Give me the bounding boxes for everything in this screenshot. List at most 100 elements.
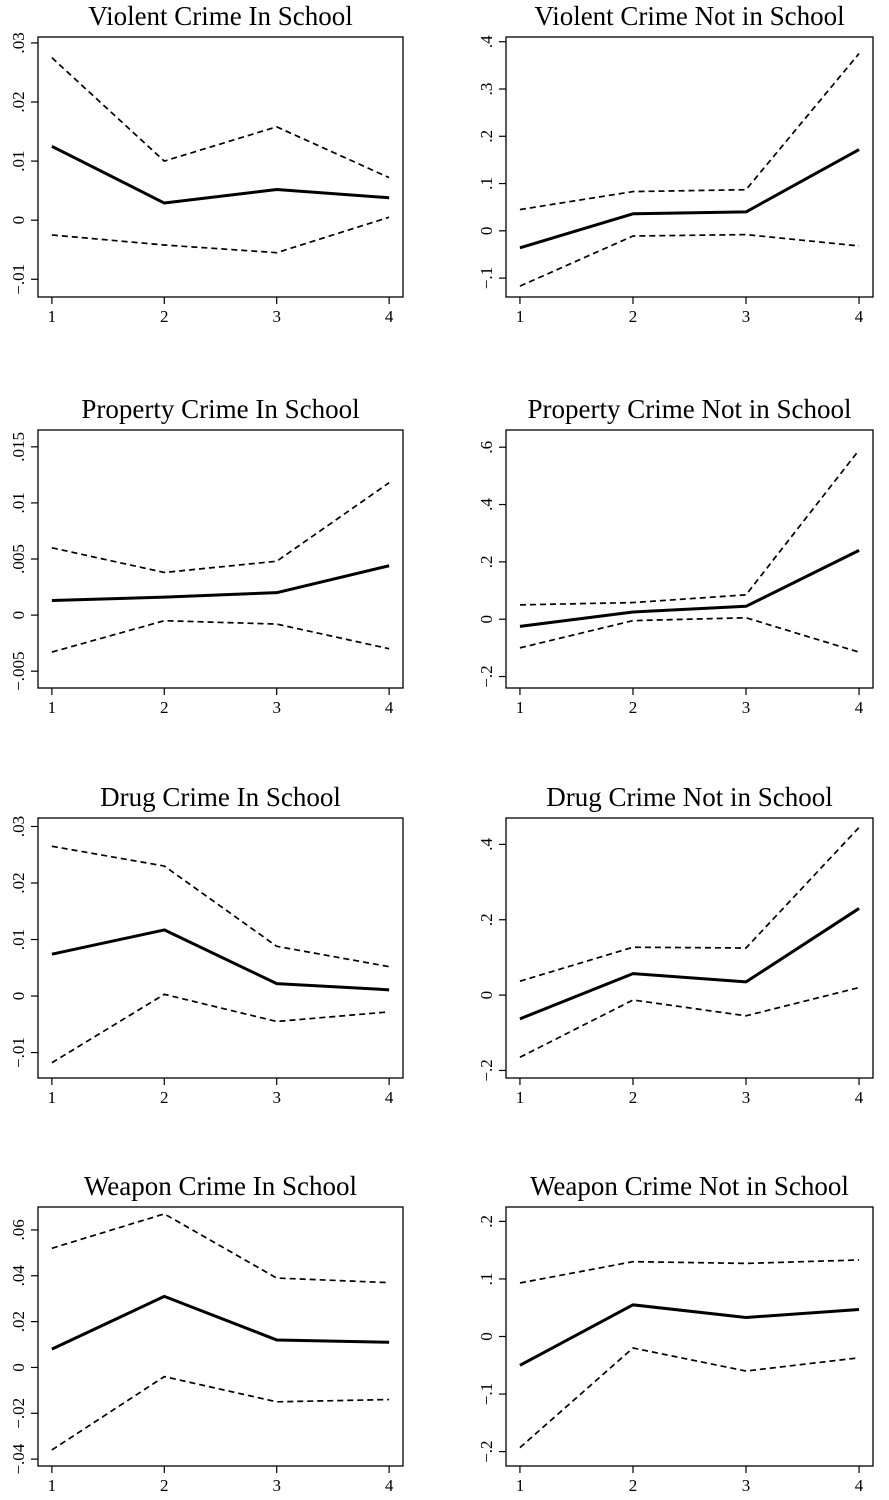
x-tick-label: 4 bbox=[385, 307, 394, 326]
estimate-line bbox=[519, 907, 860, 1021]
y-tick-label: 0 bbox=[9, 1363, 28, 1372]
x-tick-label: 3 bbox=[272, 307, 281, 326]
y-tick-label: −.01 bbox=[9, 264, 28, 295]
x-tick-label: 2 bbox=[629, 1088, 638, 1107]
confidence-bound-line bbox=[519, 1259, 860, 1284]
y-tick-label: −.01 bbox=[9, 1037, 28, 1068]
x-tick-label: 3 bbox=[272, 1476, 281, 1495]
plot-frame bbox=[37, 429, 404, 689]
confidence-bound-line bbox=[51, 993, 390, 1064]
estimate-line bbox=[519, 148, 860, 250]
chart-panel: Weapon Crime In School 1 2 3 4 −.04 −.02 0 .02 .0… bbox=[9, 1171, 404, 1495]
y-tick-label: 0 bbox=[477, 227, 496, 236]
chart-panel: Property Crime In School 1 2 3 4 −.005 0 .005 .0… bbox=[9, 394, 404, 717]
chart-panel: Violent Crime In School 1 2 3 4 −.01 0 .01 .02 .0… bbox=[9, 1, 404, 326]
data-point bbox=[275, 560, 278, 563]
x-tick-label: 4 bbox=[855, 1476, 864, 1495]
x-tick-label: 2 bbox=[160, 1476, 169, 1495]
x-tick-label: 1 bbox=[516, 698, 525, 717]
chart-title: Violent Crime Not in School bbox=[534, 1, 844, 31]
data-point bbox=[858, 986, 861, 989]
plot-frame bbox=[37, 36, 404, 298]
confidence-bound-line bbox=[519, 826, 860, 982]
x-tick-label: 4 bbox=[855, 1088, 864, 1107]
y-tick-label: 0 bbox=[9, 992, 28, 1001]
y-tick-label: .4 bbox=[477, 838, 496, 851]
confidence-bound-line bbox=[51, 216, 390, 254]
x-tick-label: 1 bbox=[516, 1476, 525, 1495]
estimate-line bbox=[51, 144, 390, 205]
data-point bbox=[858, 1356, 861, 1359]
chart-title: Violent Crime In School bbox=[88, 1, 353, 31]
y-tick-label: .03 bbox=[9, 32, 28, 53]
confidence-bound-line bbox=[519, 616, 860, 653]
y-tick-label: .02 bbox=[9, 1311, 28, 1332]
x-tick-label: 1 bbox=[516, 1088, 525, 1107]
x-tick-label: 3 bbox=[272, 1088, 281, 1107]
chart-title: Weapon Crime Not in School bbox=[530, 1171, 849, 1201]
y-tick-label: 0 bbox=[477, 615, 496, 624]
x-tick-label: 4 bbox=[855, 307, 864, 326]
x-tick-label: 2 bbox=[160, 307, 169, 326]
y-tick-label: .01 bbox=[9, 929, 28, 950]
y-tick-label: 0 bbox=[9, 611, 28, 620]
y-tick-label: .2 bbox=[477, 130, 496, 143]
y-tick-label: .06 bbox=[9, 1219, 28, 1240]
y-tick-label: .6 bbox=[477, 441, 496, 454]
y-tick-label: .4 bbox=[477, 35, 496, 48]
y-tick-label: −.04 bbox=[9, 1443, 28, 1474]
y-tick-label: 0 bbox=[9, 216, 28, 225]
estimate-line bbox=[519, 1303, 860, 1367]
confidence-bound-line bbox=[519, 449, 860, 606]
x-tick-label: 1 bbox=[48, 307, 57, 326]
x-tick-label: 1 bbox=[48, 1476, 57, 1495]
y-tick-label: −.1 bbox=[477, 267, 496, 289]
confidence-bound-line bbox=[51, 1213, 390, 1284]
x-tick-label: 3 bbox=[742, 307, 751, 326]
y-tick-label: −.1 bbox=[477, 1383, 496, 1405]
y-tick-label: .02 bbox=[9, 91, 28, 112]
data-point bbox=[163, 1212, 166, 1215]
confidence-bound-line bbox=[519, 233, 860, 287]
data-point bbox=[745, 1262, 748, 1265]
data-point bbox=[858, 651, 861, 654]
x-tick-label: 3 bbox=[742, 1088, 751, 1107]
plot-frame bbox=[37, 817, 404, 1079]
y-tick-label: .04 bbox=[9, 1265, 28, 1287]
y-tick-label: −.02 bbox=[9, 1398, 28, 1429]
x-tick-label: 3 bbox=[742, 698, 751, 717]
y-tick-label: .01 bbox=[9, 492, 28, 513]
confidence-bound-line bbox=[519, 986, 860, 1059]
x-tick-label: 4 bbox=[385, 1476, 394, 1495]
chart-title: Drug Crime In School bbox=[100, 782, 341, 812]
x-tick-label: 1 bbox=[48, 698, 57, 717]
y-tick-label: 0 bbox=[477, 991, 496, 1000]
plot-frame bbox=[505, 36, 874, 298]
x-tick-label: 2 bbox=[160, 698, 169, 717]
chart-title: Weapon Crime In School bbox=[84, 1171, 357, 1201]
confidence-bound-line bbox=[51, 482, 390, 574]
plot-frame bbox=[505, 1206, 874, 1467]
estimate-line bbox=[51, 1294, 390, 1351]
data-point bbox=[745, 188, 748, 191]
plot-frame bbox=[505, 817, 874, 1079]
plot-frame bbox=[37, 1206, 404, 1467]
x-tick-label: 3 bbox=[742, 1476, 751, 1495]
y-tick-label: .01 bbox=[9, 150, 28, 171]
y-tick-label: .02 bbox=[9, 872, 28, 893]
chart-panel: Weapon Crime Not in School 1 2 3 4 −.2 −.1 0 .1.… bbox=[477, 1171, 874, 1495]
confidence-bound-line bbox=[51, 57, 390, 179]
x-tick-label: 2 bbox=[160, 1088, 169, 1107]
y-tick-label: .005 bbox=[9, 544, 28, 574]
confidence-bound-line bbox=[51, 619, 390, 653]
estimate-line bbox=[51, 928, 390, 992]
estimate-line bbox=[51, 564, 390, 603]
x-tick-label: 2 bbox=[629, 698, 638, 717]
data-point bbox=[388, 1281, 391, 1284]
y-tick-label: .4 bbox=[477, 498, 496, 511]
y-tick-label: .1 bbox=[477, 177, 496, 190]
y-tick-label: .03 bbox=[9, 816, 28, 837]
chart-panel: Drug Crime In School 1 2 3 4 −.01 0 .01 .02 .03 bbox=[9, 782, 404, 1107]
x-tick-label: 4 bbox=[855, 698, 864, 717]
